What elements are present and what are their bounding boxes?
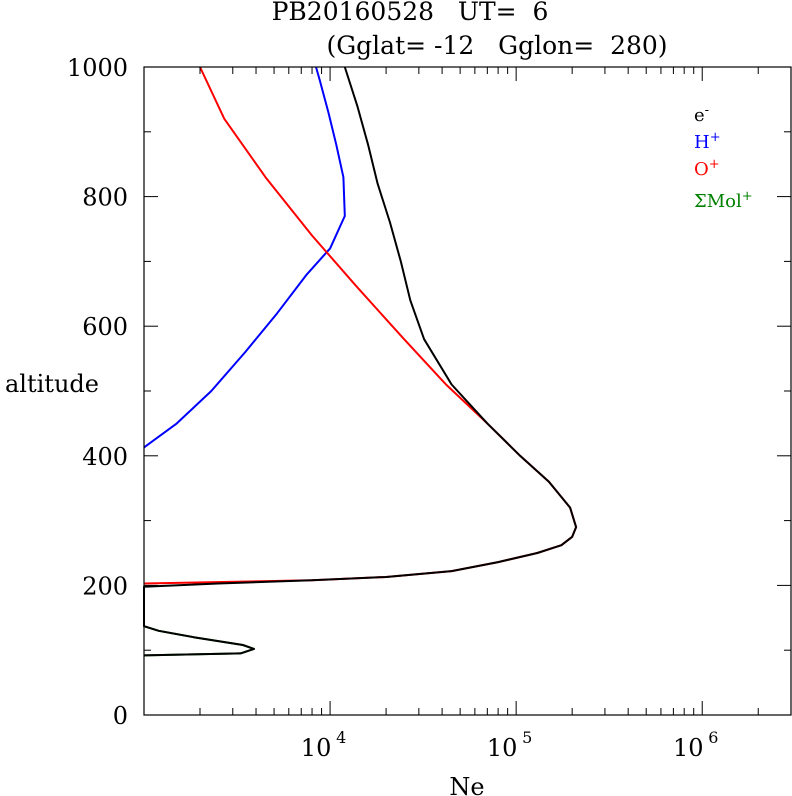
legend-item-1: H+ [694,130,721,153]
y-tick-label: 400 [82,443,128,471]
chart-title-line2: (Gglat= -12 Gglon= 280) [326,31,667,60]
series-line-2 [144,67,576,584]
y-tick-label: 1000 [67,54,128,82]
series-line-0 [144,67,576,655]
y-axis-label: altitude [5,370,99,398]
x-axis-label: Ne [449,773,484,796]
y-tick-label: 200 [82,572,128,600]
x-tick-labels: 10 4 10 5 10 6 [301,728,719,762]
legend: e- H+ O+ ΣMol+ [694,103,753,212]
chart: PB20160528 UT= 6 (Gglat= -12 Gglon= 280)… [0,0,792,796]
x-tick-label-exponent: 4 [336,728,346,747]
legend-item-3: ΣMol+ [694,189,753,212]
legend-item-2: O+ [694,157,720,180]
series-line-1 [144,67,345,447]
y-tick-label: 0 [113,702,128,730]
series-layer [144,67,576,655]
y-tick-label: 600 [82,313,128,341]
x-tick-label-exponent: 5 [522,728,532,747]
y-tick-label: 800 [82,184,128,212]
x-tick-label-exponent: 6 [708,728,718,747]
x-tick-label: 10 [301,734,332,762]
x-tick-label: 10 [487,734,518,762]
legend-item-0: e- [694,103,709,126]
chart-title-line1: PB20160528 UT= 6 [272,0,549,26]
x-tick-label: 10 [673,734,704,762]
